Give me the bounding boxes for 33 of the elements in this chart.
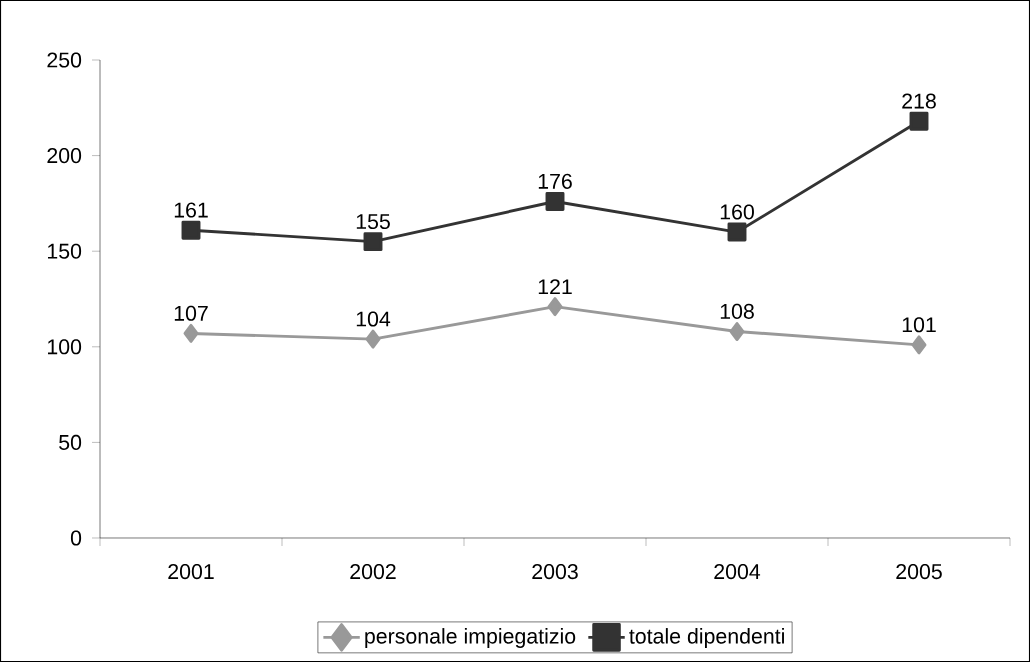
data-label: 160 (720, 204, 754, 220)
data-label: 101 (902, 317, 936, 333)
data-label: 155 (356, 214, 390, 230)
data-label: 104 (356, 311, 391, 327)
x-tick-label: 2001 (168, 564, 214, 580)
data-label: 107 (174, 305, 208, 321)
point (909, 111, 929, 131)
x-tick-label: 2003 (532, 564, 578, 580)
legend-label: personale impiegatizio (365, 628, 576, 648)
point (363, 232, 383, 252)
point (365, 329, 381, 349)
data-label: 161 (174, 202, 208, 218)
x-tick-label: 2002 (350, 564, 396, 580)
x-tick-label: 2005 (896, 564, 942, 580)
data-label: 121 (538, 279, 572, 295)
legend-label: totale dipendenti (629, 628, 784, 648)
point (911, 335, 927, 355)
data-label: 108 (720, 303, 754, 319)
point (183, 323, 199, 343)
y-tick-label: 250 (47, 52, 82, 68)
y-tick-label: 200 (47, 148, 82, 164)
point (729, 322, 745, 341)
y-tick-label: 50 (59, 434, 82, 450)
point (545, 192, 565, 211)
x-tick-label: 2004 (714, 564, 761, 580)
point (547, 297, 563, 317)
data-label: 218 (902, 93, 936, 109)
data-label: 176 (538, 173, 572, 189)
point (181, 220, 201, 240)
point (727, 222, 747, 242)
y-tick-label: 100 (48, 339, 82, 355)
y-tick-label: 150 (48, 243, 82, 259)
y-tick-label: 0 (70, 530, 82, 546)
